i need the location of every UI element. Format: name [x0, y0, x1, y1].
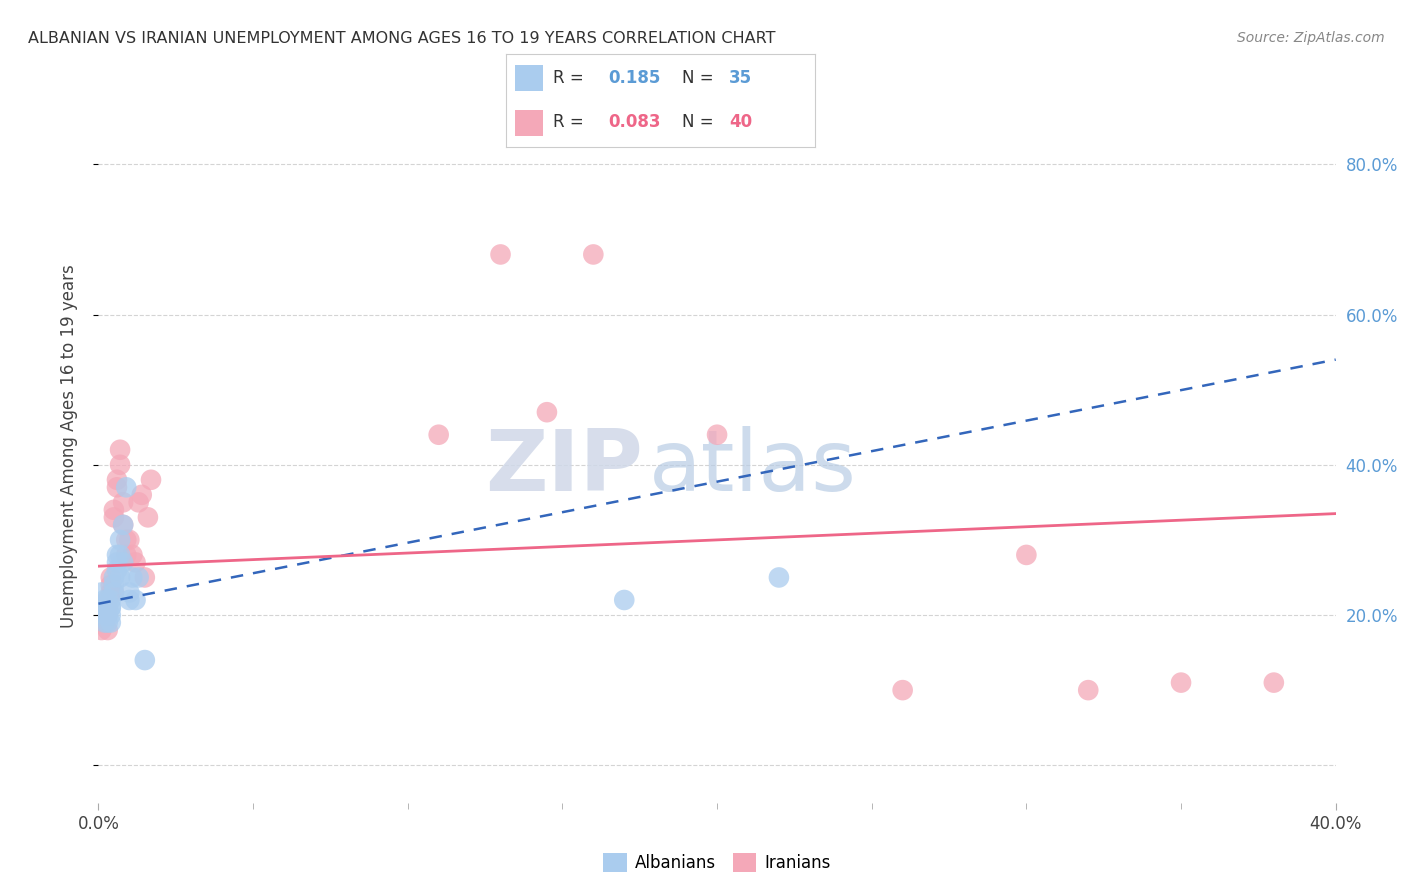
Point — [108, 548, 131, 562]
Point — [97, 593, 120, 607]
Point — [118, 533, 141, 547]
Point — [97, 607, 120, 622]
Text: atlas: atlas — [650, 425, 858, 509]
Point — [124, 556, 146, 570]
Point — [100, 593, 122, 607]
Point — [112, 517, 135, 532]
Text: 40: 40 — [728, 113, 752, 131]
Point — [90, 585, 112, 599]
Point — [128, 570, 150, 584]
Point — [108, 458, 131, 472]
Point — [427, 427, 450, 442]
Text: R =: R = — [553, 69, 589, 87]
Point — [112, 495, 135, 509]
Point — [105, 548, 128, 562]
Point — [100, 615, 122, 630]
FancyBboxPatch shape — [516, 110, 543, 136]
Point — [768, 570, 790, 584]
Legend: Albanians, Iranians: Albanians, Iranians — [595, 844, 839, 880]
Point — [115, 548, 138, 562]
Point — [97, 623, 120, 637]
Point — [90, 607, 112, 622]
Point — [489, 247, 512, 261]
Point — [582, 247, 605, 261]
Point — [103, 510, 125, 524]
Point — [97, 593, 120, 607]
Text: ZIP: ZIP — [485, 425, 643, 509]
Point — [103, 585, 125, 599]
Point — [105, 473, 128, 487]
Point — [1170, 675, 1192, 690]
Point — [103, 570, 125, 584]
Point — [124, 593, 146, 607]
Text: R =: R = — [553, 113, 589, 131]
Text: 35: 35 — [728, 69, 752, 87]
Point — [115, 480, 138, 494]
Y-axis label: Unemployment Among Ages 16 to 19 years: Unemployment Among Ages 16 to 19 years — [59, 264, 77, 628]
Point — [100, 600, 122, 615]
Text: ALBANIAN VS IRANIAN UNEMPLOYMENT AMONG AGES 16 TO 19 YEARS CORRELATION CHART: ALBANIAN VS IRANIAN UNEMPLOYMENT AMONG A… — [28, 31, 776, 46]
Point — [100, 607, 122, 622]
Point — [93, 600, 115, 615]
Point — [97, 600, 120, 615]
Point — [706, 427, 728, 442]
Point — [100, 585, 122, 599]
Point — [536, 405, 558, 419]
FancyBboxPatch shape — [516, 65, 543, 91]
Point — [103, 503, 125, 517]
Point — [93, 600, 115, 615]
Point — [103, 578, 125, 592]
Point — [97, 615, 120, 630]
Point — [97, 600, 120, 615]
Point — [1263, 675, 1285, 690]
Point — [105, 563, 128, 577]
Point — [100, 570, 122, 584]
Point — [93, 615, 115, 630]
Text: 0.185: 0.185 — [609, 69, 661, 87]
Point — [115, 533, 138, 547]
Text: Source: ZipAtlas.com: Source: ZipAtlas.com — [1237, 31, 1385, 45]
Point — [112, 517, 135, 532]
Point — [112, 556, 135, 570]
Point — [100, 578, 122, 592]
Point — [128, 495, 150, 509]
Point — [1015, 548, 1038, 562]
Point — [134, 653, 156, 667]
Point — [118, 593, 141, 607]
Text: N =: N = — [682, 69, 720, 87]
Point — [891, 683, 914, 698]
Point — [121, 548, 143, 562]
Point — [105, 480, 128, 494]
Point — [93, 593, 115, 607]
Point — [108, 442, 131, 457]
Point — [108, 533, 131, 547]
Point — [93, 615, 115, 630]
Point — [103, 585, 125, 599]
Point — [90, 600, 112, 615]
Point — [613, 593, 636, 607]
Point — [97, 607, 120, 622]
Point — [1077, 683, 1099, 698]
Point — [118, 585, 141, 599]
Text: N =: N = — [682, 113, 720, 131]
Point — [100, 600, 122, 615]
Point — [121, 570, 143, 584]
Point — [134, 570, 156, 584]
Point — [131, 488, 153, 502]
Point — [93, 607, 115, 622]
Point — [108, 570, 131, 584]
Point — [90, 623, 112, 637]
Text: 0.083: 0.083 — [609, 113, 661, 131]
Point — [139, 473, 162, 487]
Point — [136, 510, 159, 524]
Point — [105, 556, 128, 570]
